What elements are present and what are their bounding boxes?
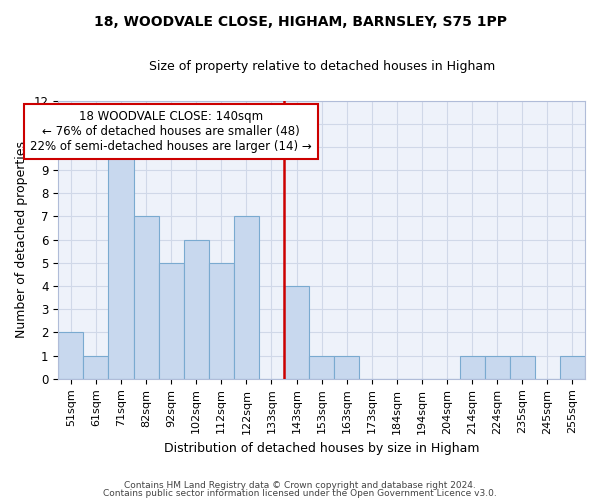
Bar [209, 263, 234, 379]
Text: 18, WOODVALE CLOSE, HIGHAM, BARNSLEY, S75 1PP: 18, WOODVALE CLOSE, HIGHAM, BARNSLEY, S7… [94, 15, 506, 29]
Bar [460, 356, 485, 379]
Bar [485, 356, 510, 379]
Bar [560, 356, 585, 379]
Bar [334, 356, 359, 379]
Bar [309, 356, 334, 379]
Bar [184, 240, 209, 379]
Bar [510, 356, 535, 379]
Text: 18 WOODVALE CLOSE: 140sqm
← 76% of detached houses are smaller (48)
22% of semi-: 18 WOODVALE CLOSE: 140sqm ← 76% of detac… [30, 110, 312, 153]
Bar [234, 216, 259, 379]
Bar [109, 147, 134, 379]
Bar [58, 332, 83, 379]
Text: Contains HM Land Registry data © Crown copyright and database right 2024.: Contains HM Land Registry data © Crown c… [124, 481, 476, 490]
Bar [158, 263, 184, 379]
Bar [134, 216, 158, 379]
Bar [284, 286, 309, 379]
Bar [83, 356, 109, 379]
Title: Size of property relative to detached houses in Higham: Size of property relative to detached ho… [149, 60, 495, 73]
X-axis label: Distribution of detached houses by size in Higham: Distribution of detached houses by size … [164, 442, 479, 455]
Y-axis label: Number of detached properties: Number of detached properties [15, 141, 28, 338]
Text: Contains public sector information licensed under the Open Government Licence v3: Contains public sector information licen… [103, 488, 497, 498]
